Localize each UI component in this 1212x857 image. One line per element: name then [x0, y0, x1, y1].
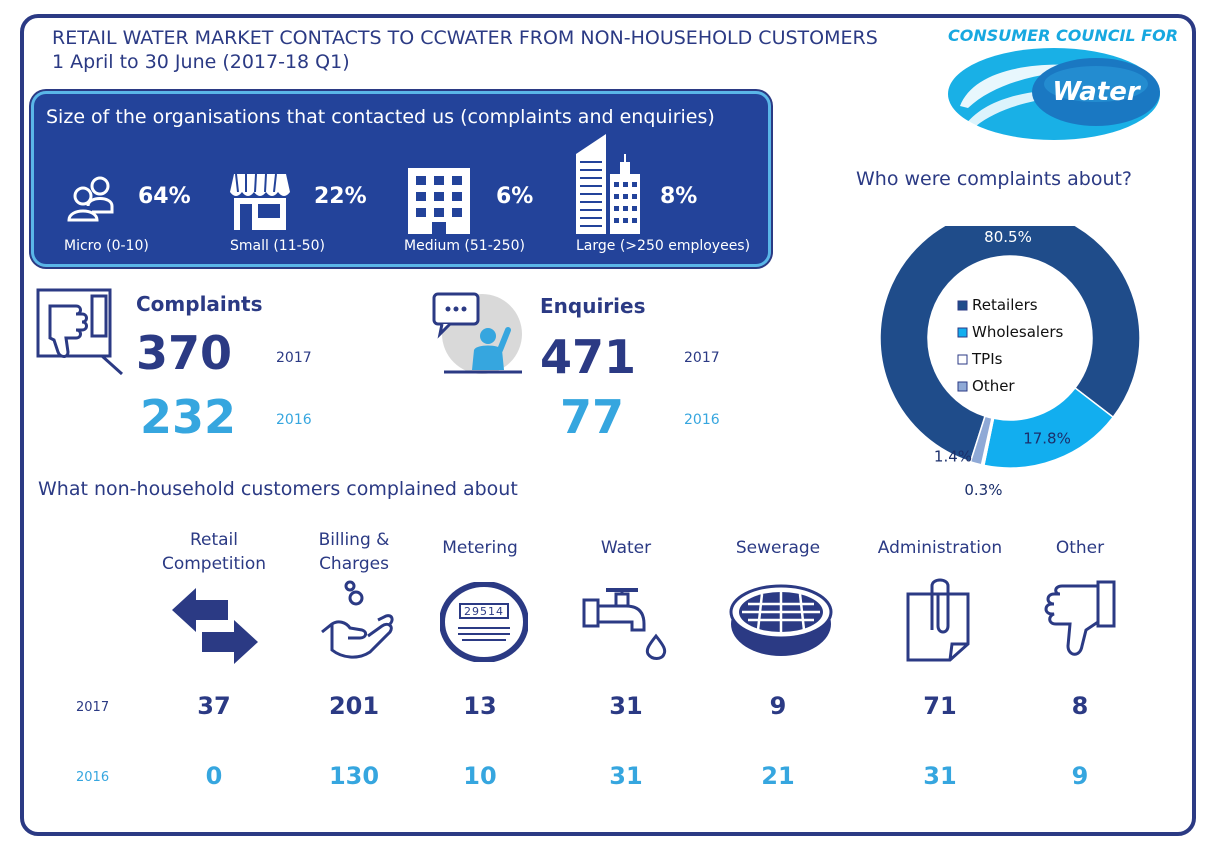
category-label-water: Water [600, 538, 652, 558]
medium-label: Medium (51-250) [404, 238, 525, 254]
value-2016-sewerage: 21 [761, 762, 795, 790]
legend-label-tpis: TPIs [971, 350, 1003, 368]
logo-word: Water [1052, 77, 1142, 107]
thumbs-down-icon [36, 288, 126, 382]
complained-about-heading: What non-household customers complained … [38, 478, 518, 500]
donut-chart-title: Who were complaints about? [856, 168, 1133, 190]
infographic-frame [20, 14, 1196, 836]
legend-label-other: Other [972, 377, 1015, 395]
building-icon [404, 166, 474, 240]
small-label: Small (11-50) [230, 238, 325, 254]
brand-name: CONSUMER COUNCIL FOR [948, 26, 1179, 45]
clipped-note-icon [904, 578, 974, 668]
value-2016-administration: 31 [923, 762, 957, 790]
arrows-exchange-icon [172, 588, 258, 668]
donut-value-label-tpis: 0.3% [964, 481, 1002, 496]
legend-swatch-retailers [957, 300, 968, 311]
organisation-size-heading: Size of the organisations that contacted… [46, 106, 715, 128]
value-2016-retail-competition: 0 [205, 762, 223, 790]
value-2016-other: 9 [1071, 762, 1089, 790]
manhole-cover-icon [728, 582, 834, 662]
enquiries-2017-year: 2017 [684, 350, 720, 366]
value-2017-water: 31 [609, 692, 643, 720]
enquiries-2016-year: 2016 [684, 412, 720, 428]
donut-value-label-wholesalers: 17.8% [1023, 429, 1071, 447]
legend-label-retailers: Retailers [972, 296, 1038, 314]
value-2017-retail-competition: 37 [197, 692, 231, 720]
thumbs-down-outline-icon [1044, 580, 1118, 664]
value-2017-sewerage: 9 [769, 692, 787, 720]
title-line-2: 1 April to 30 June (2017-18 Q1) [52, 51, 350, 73]
enquiries-label: Enquiries [540, 294, 646, 318]
category-label-billing-charges: Billing & Charges [318, 530, 390, 574]
value-2017-other: 8 [1071, 692, 1089, 720]
skyscraper-icon [572, 132, 648, 240]
category-label-other: Other [1055, 538, 1105, 558]
value-2017-billing-charges: 201 [328, 692, 380, 720]
value-2016-water: 31 [609, 762, 643, 790]
shop-icon [228, 170, 292, 238]
people-icon [66, 172, 122, 232]
complaints-2017-year: 2017 [276, 350, 312, 366]
enquiries-2017-value: 471 [540, 330, 637, 384]
legend-swatch-wholesalers [957, 327, 968, 338]
micro-percent: 64% [138, 184, 191, 209]
donut-value-label-retailers: 80.5% [984, 228, 1032, 246]
complaints-label: Complaints [136, 292, 263, 316]
donut-slice-retailers [879, 226, 1141, 463]
complaints-2017-value: 370 [136, 326, 233, 380]
value-2016-metering: 10 [463, 762, 497, 790]
water-tap-icon [582, 578, 672, 666]
legend-swatch-other [957, 381, 968, 392]
large-percent: 8% [660, 184, 698, 209]
page-title: RETAIL WATER MARKET CONTACTS TO CCWATER … [52, 26, 878, 74]
ccwater-logo: Water [946, 46, 1166, 146]
value-2017-metering: 13 [463, 692, 497, 720]
category-label-administration: Administration [877, 538, 1003, 558]
micro-label: Micro (0-10) [64, 238, 149, 254]
category-label-metering: Metering [442, 538, 518, 558]
row-year-2017: 2017 [76, 700, 110, 715]
svg-text:29514: 29514 [464, 605, 504, 618]
large-label: Large (>250 employees) [576, 238, 751, 254]
donut-slice-other [969, 415, 993, 466]
legend-swatch-tpis [957, 354, 968, 365]
complaints-2016-value: 232 [140, 390, 237, 444]
value-2016-billing-charges: 130 [328, 762, 380, 790]
organisation-size-panel [34, 94, 768, 264]
small-percent: 22% [314, 184, 367, 209]
medium-percent: 6% [496, 184, 534, 209]
row-year-2016: 2016 [76, 770, 110, 785]
complaints-2016-year: 2016 [276, 412, 312, 428]
complaints-donut-chart: 80.5% 17.8% 0.3% 1.4% Retailers Wholesalers T… [879, 226, 1141, 496]
legend-label-wholesalers: Wholesalers [972, 323, 1063, 341]
hand-coins-icon [318, 580, 394, 668]
value-2017-administration: 71 [923, 692, 957, 720]
enquiry-person-icon [430, 290, 526, 384]
category-label-sewerage: Sewerage [735, 538, 821, 558]
category-label-retail-competition: Retail Competition [161, 530, 267, 574]
donut-value-label-other: 1.4% [934, 448, 972, 466]
enquiries-2016-value: 77 [560, 390, 625, 444]
meter-icon: 29514 [439, 581, 529, 666]
title-line-1: RETAIL WATER MARKET CONTACTS TO CCWATER … [52, 27, 878, 49]
